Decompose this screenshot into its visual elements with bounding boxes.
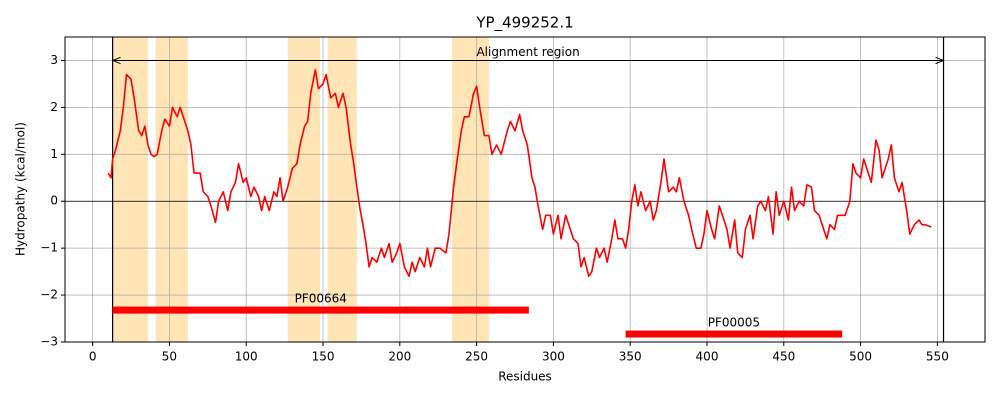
domain-bar [625,330,843,338]
y-tick-label: 1 [50,147,58,161]
highlight-region [112,37,148,342]
domain-bar [112,306,529,314]
alignment-label: Alignment region [476,45,579,59]
hydropathy-line [107,69,932,278]
x-tick-label: 100 [235,350,258,364]
y-tick-label: −3 [40,335,58,349]
x-tick-label: 150 [312,350,335,364]
y-tick-label: −2 [40,288,58,302]
x-tick-label: 50 [162,350,177,364]
y-tick-label: 3 [50,53,58,67]
x-tick-label: 450 [772,350,795,364]
x-axis-label: Residues [498,370,552,384]
highlight-region [287,37,320,342]
chart-title: YP_499252.1 [475,14,573,33]
domain-label: PF00005 [708,316,760,330]
highlight-region [327,37,357,342]
y-tick-label: −1 [40,241,58,255]
x-tick-label: 350 [619,350,642,364]
x-tick-label: 400 [696,350,719,364]
x-tick-label: 200 [388,350,411,364]
x-tick-label: 0 [89,350,97,364]
y-tick-label: 0 [50,194,58,208]
highlight-region [452,37,489,342]
x-tick-label: 550 [926,350,949,364]
x-tick-label: 300 [542,350,565,364]
plot-frame [64,36,986,343]
x-tick-label: 500 [849,350,872,364]
domain-label: PF00664 [295,292,347,306]
y-tick-label: 2 [50,100,58,114]
y-axis-label: Hydropathy (kcal/mol) [14,122,28,256]
x-tick-label: 250 [465,350,488,364]
highlight-region [155,37,188,342]
